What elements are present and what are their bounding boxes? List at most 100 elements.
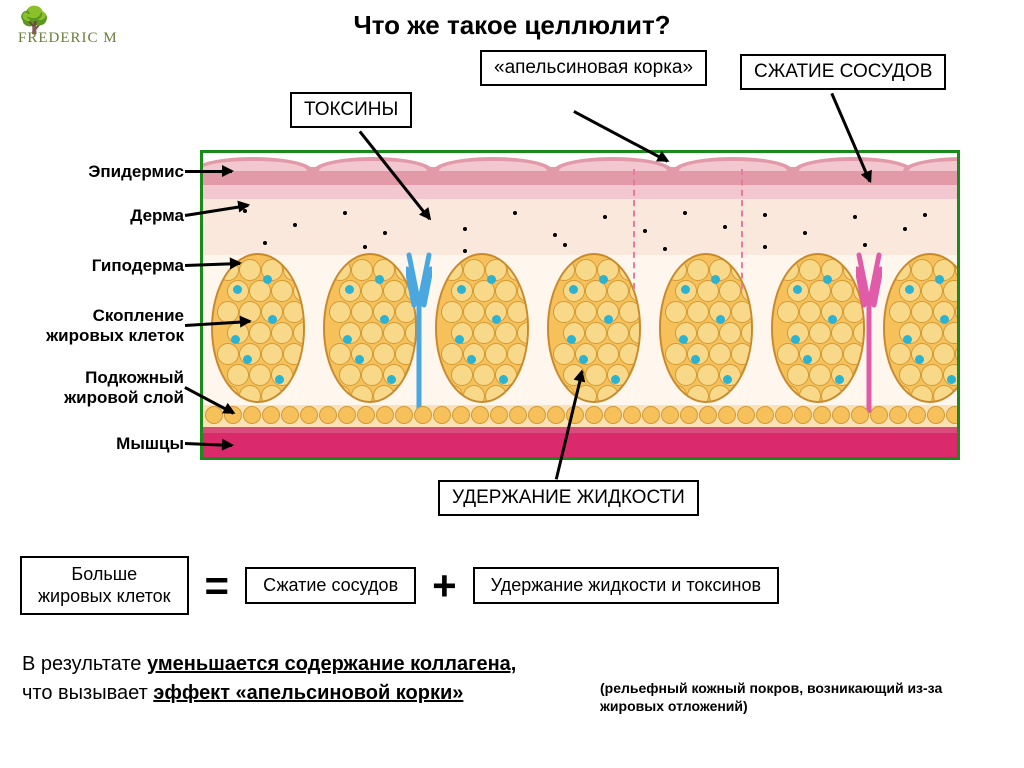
mini-adipocyte [547,406,565,424]
fluid-dot [679,335,688,344]
layer-dermis [203,199,957,255]
skin-bump [433,157,553,179]
toxin-dot [293,223,297,227]
fluid-dot [723,375,732,384]
skin-bump [313,157,433,179]
skin-bump [553,157,673,179]
toxin-dot [683,211,687,215]
fluid-dot [940,315,949,324]
septa-line [741,169,743,289]
skin-cross-section [200,150,960,460]
fluid-dot [611,375,620,384]
mini-adipocyte [205,406,223,424]
layer-muscle [203,433,957,460]
fluid-dot [233,285,242,294]
vessel-blue [406,245,432,418]
toxin-dot [563,243,567,247]
toxin-dot [513,211,517,215]
fluid-dot [380,315,389,324]
fat-lobule [771,253,865,403]
fluid-dot [579,355,588,364]
toxin-dot [803,231,807,235]
fluid-dot [915,355,924,364]
fat-lobule [659,253,753,403]
mini-adipocyte [927,406,945,424]
mini-adipocyte [452,406,470,424]
mini-adipocyte [414,406,432,424]
fluid-dot [567,335,576,344]
fluid-dot [487,275,496,284]
toxin-dot [853,215,857,219]
fluid-dot [343,335,352,344]
mini-adipocyte [376,406,394,424]
label-fat-cluster: Скопление жировых клеток [46,306,184,346]
mini-adipocyte [718,406,736,424]
mini-adipocyte [756,406,774,424]
mini-adipocyte [870,406,888,424]
skin-bump [673,157,793,179]
fluid-dot [803,355,812,364]
fluid-dot [375,275,384,284]
eq-mid: Сжатие сосудов [245,567,416,605]
mini-adipocyte [737,406,755,424]
mini-adipocyte [908,406,926,424]
fluid-dot [828,315,837,324]
result-text: В результате уменьшается содержание колл… [22,650,662,708]
fluid-dot [243,355,252,364]
fluid-dot [467,355,476,364]
toxin-dot [263,241,267,245]
mini-adipocyte [794,406,812,424]
fluid-dot [387,375,396,384]
toxin-dot [663,247,667,251]
fluid-dot [263,275,272,284]
vessel-pink [856,245,882,418]
toxin-dot [763,245,767,249]
fluid-dot [791,335,800,344]
fluid-dot [231,335,240,344]
mini-adipocyte [775,406,793,424]
mini-adipocyte [889,406,907,424]
callout-orange-peel: «апельсиновая корка» [480,50,707,86]
label-subq: Подкожный жировой слой [64,368,184,408]
fluid-dot [691,355,700,364]
fluid-dot [455,335,464,344]
toxin-dot [763,213,767,217]
eq-right: Удержание жидкости и токсинов [473,567,779,605]
mini-adipocyte [395,406,413,424]
toxin-dot [553,233,557,237]
mini-adipocyte [262,406,280,424]
callout-vessel-compression: СЖАТИЕ СОСУДОВ [740,54,946,90]
eq-left: Больше жировых клеток [20,556,189,615]
fluid-dot [903,335,912,344]
fluid-dot [345,285,354,294]
toxin-dot [383,231,387,235]
arrow-epidermis [185,170,232,173]
mini-adipocyte [946,406,960,424]
equation-row: Больше жировых клеток = Сжатие сосудов +… [20,556,1004,615]
mini-adipocyte [338,406,356,424]
label-muscle: Мышцы [116,434,184,454]
label-epidermis: Эпидермис [88,162,184,182]
callout-toxins: ТОКСИНЫ [290,92,412,128]
fluid-dot [711,275,720,284]
mini-adipocyte [490,406,508,424]
fluid-dot [599,275,608,284]
fluid-dot [947,375,956,384]
mini-adipocyte [433,406,451,424]
mini-adipocyte [813,406,831,424]
mini-adipocyte [851,406,869,424]
fat-lobule [211,253,305,403]
fluid-dot [499,375,508,384]
label-hypodermis: Гиподерма [92,256,184,276]
toxin-dot [723,225,727,229]
toxin-dot [343,211,347,215]
mini-adipocyte [585,406,603,424]
mini-adipocyte [281,406,299,424]
mini-adipocyte [680,406,698,424]
footnote: (рельефный кожный покров, возникающий из… [600,680,1000,715]
toxin-dot [643,229,647,233]
mini-adipocyte [319,406,337,424]
mini-adipocyte [699,406,717,424]
mini-adipocyte [528,406,546,424]
mini-adipocyte [642,406,660,424]
